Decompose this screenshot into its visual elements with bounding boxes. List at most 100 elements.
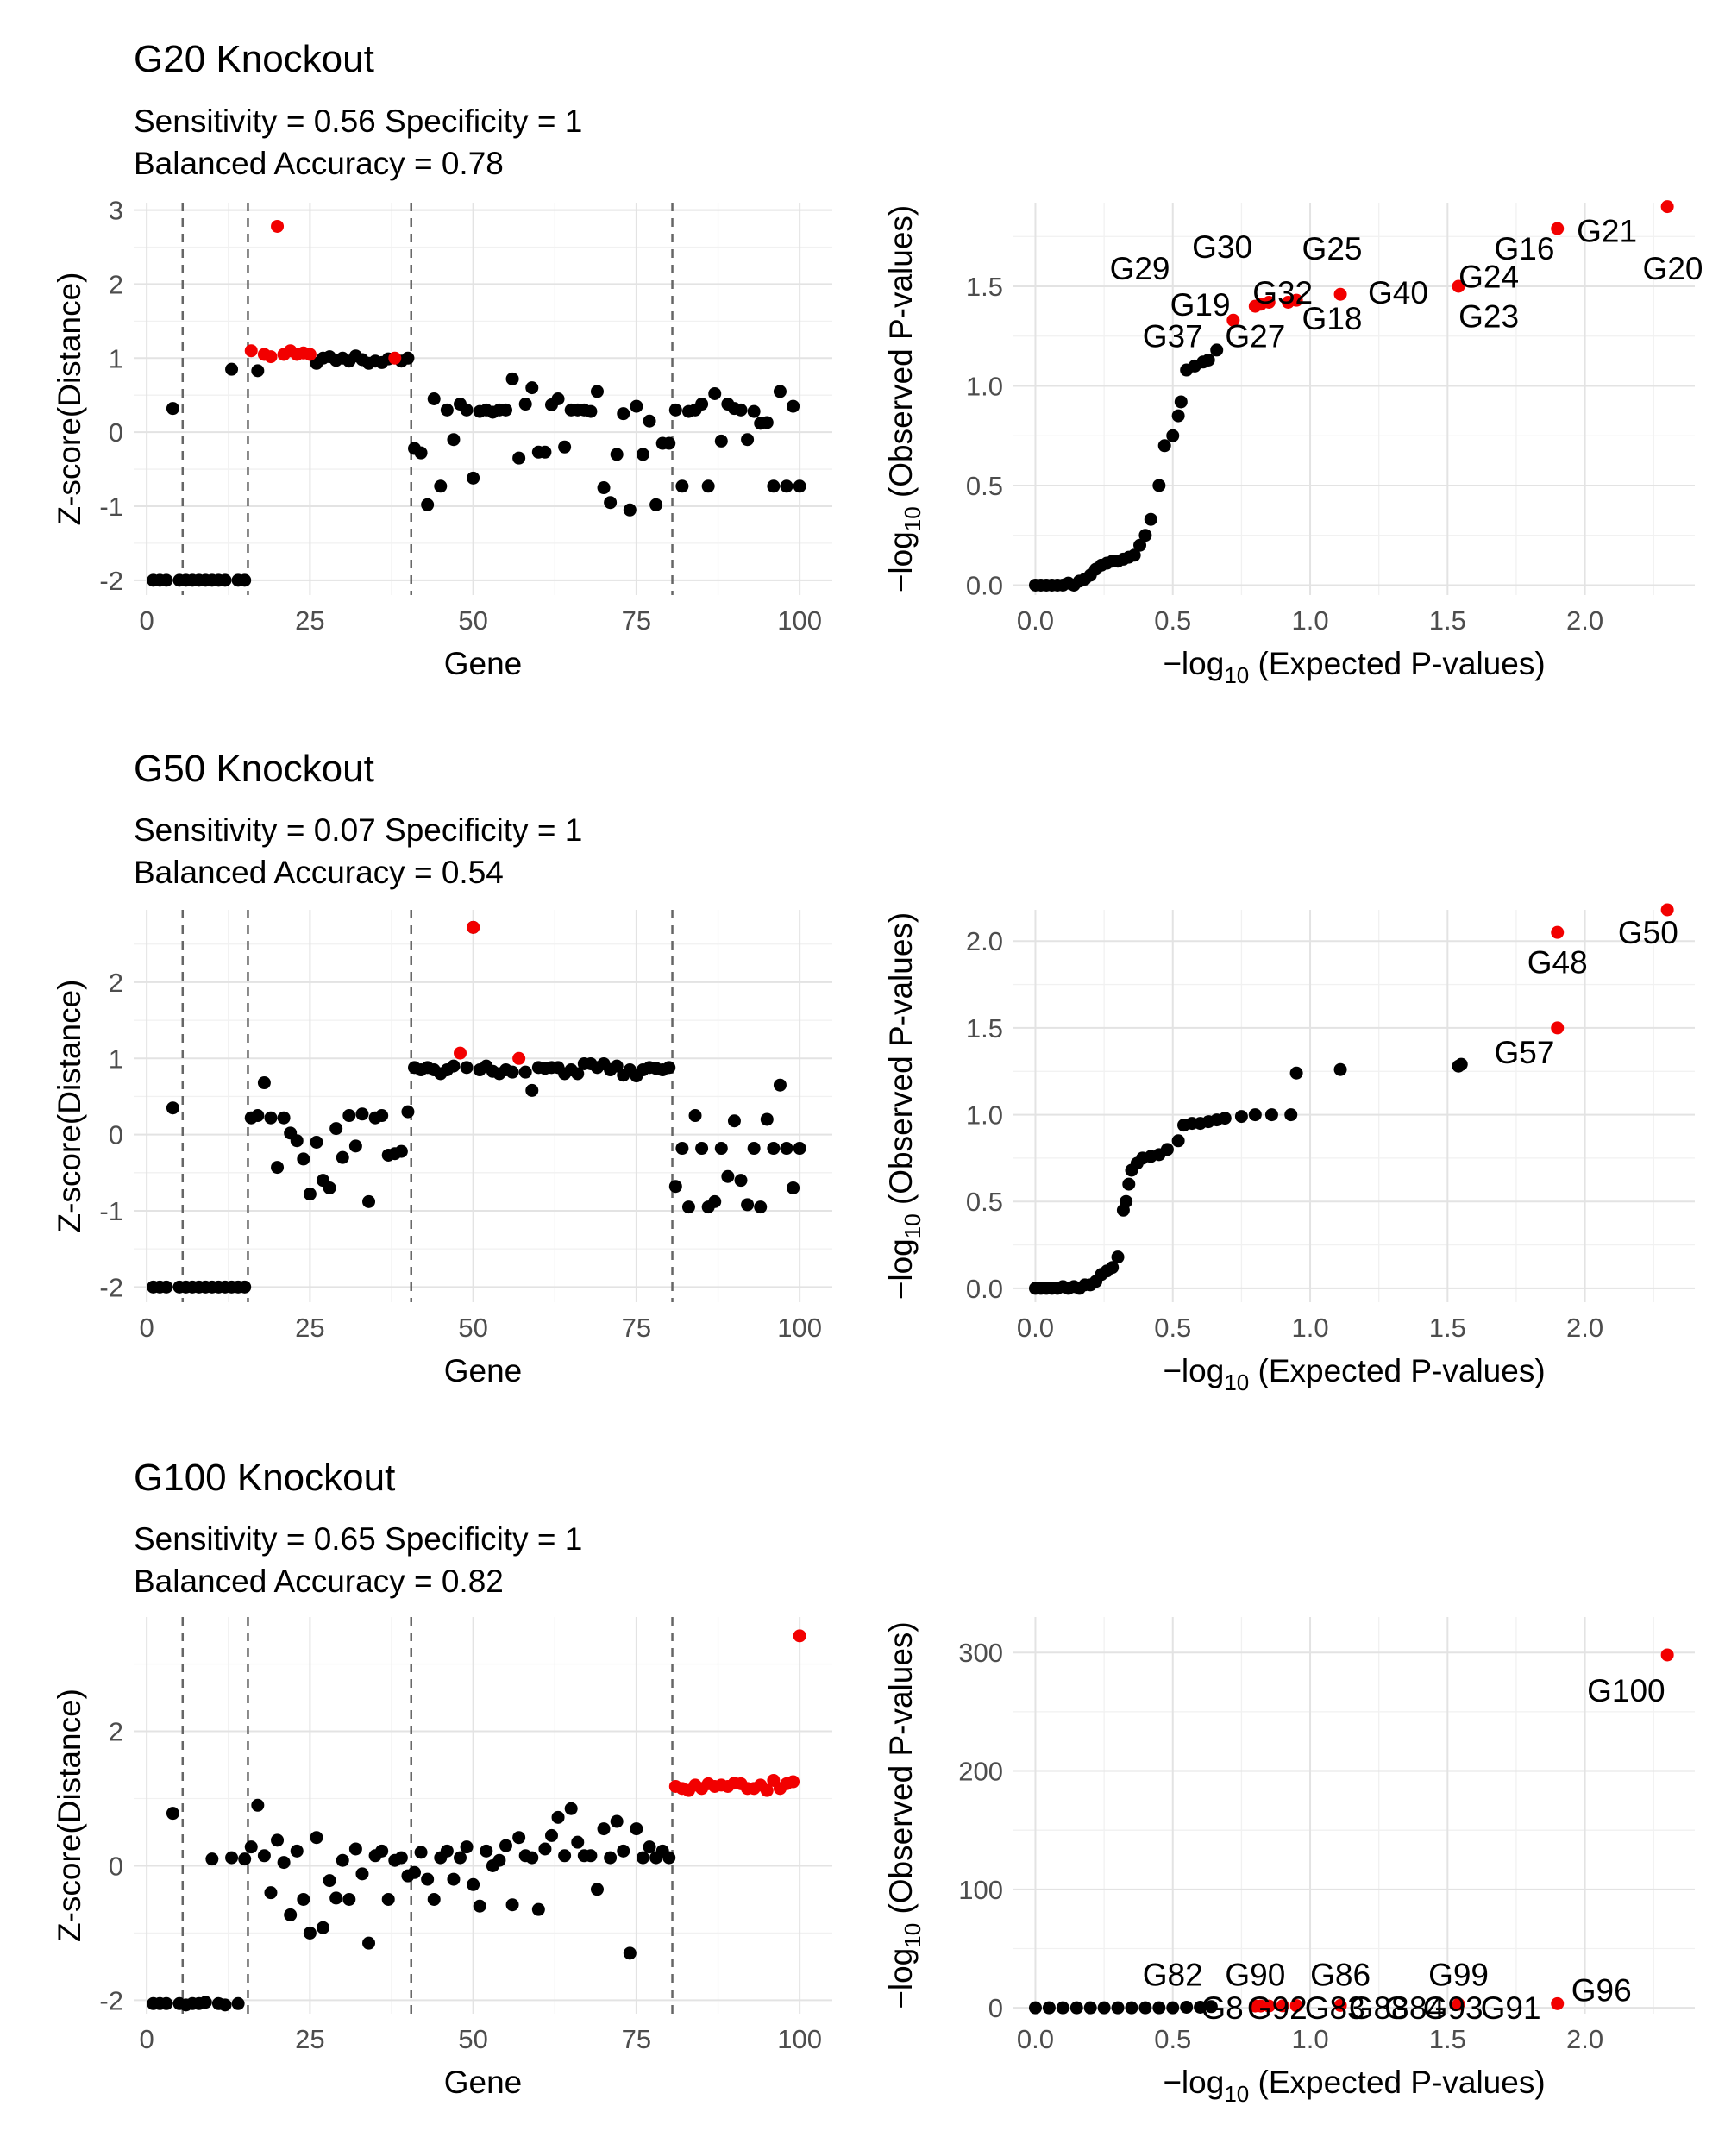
y-tick-label: -1 — [99, 1196, 123, 1226]
hit-point — [244, 344, 258, 358]
data-point — [787, 399, 800, 413]
hit-point — [388, 351, 402, 365]
axis-title-log-base: 10 — [1224, 2081, 1249, 2107]
x-tick-label: 25 — [295, 605, 324, 636]
x-tick-label: 100 — [777, 1313, 822, 1343]
data-point — [290, 1134, 304, 1148]
data-point — [1120, 1194, 1133, 1208]
point-label: G30 — [1192, 229, 1252, 265]
data-point — [244, 1840, 258, 1854]
x-tick-label: 0 — [140, 2024, 154, 2054]
data-point — [1284, 1108, 1298, 1122]
hit-point — [1660, 200, 1674, 214]
data-point — [421, 498, 435, 511]
data-point — [447, 433, 461, 447]
data-point — [238, 1852, 252, 1866]
y-tick-label: 1 — [109, 1044, 123, 1074]
data-point — [597, 1822, 611, 1836]
data-point — [1454, 1057, 1468, 1071]
data-point — [630, 399, 643, 413]
panel-1-subtitle-accuracy: Balanced Accuracy = 0.78 — [134, 146, 504, 181]
x-tick-label: 1.0 — [1291, 2024, 1328, 2054]
data-point — [414, 1846, 428, 1859]
data-point — [310, 1135, 323, 1149]
hit-point — [1452, 279, 1465, 293]
data-point — [695, 398, 709, 411]
data-point — [610, 1814, 624, 1828]
data-point — [1289, 1066, 1303, 1080]
x-tick-label: 2.0 — [1566, 1313, 1603, 1343]
data-point — [427, 1892, 441, 1906]
y-tick-label: 1 — [109, 343, 123, 373]
panel-2-subtitle-metrics: Sensitivity = 0.07 Specificity = 1 — [134, 812, 582, 848]
data-point — [1171, 1134, 1185, 1148]
data-point — [166, 1807, 179, 1821]
hit-point — [303, 348, 317, 361]
y-tick-label: 0 — [988, 1993, 1003, 2023]
data-point — [225, 362, 239, 376]
data-point — [551, 392, 565, 405]
data-point — [440, 1844, 454, 1858]
y-tick-label: 0.5 — [966, 471, 1003, 501]
data-point — [303, 1188, 317, 1201]
data-point — [342, 1892, 356, 1906]
data-point — [460, 403, 474, 417]
data-point — [303, 1926, 317, 1940]
data-point — [394, 1144, 408, 1158]
hit-point — [512, 1051, 526, 1065]
y-tick-label: 1.5 — [966, 272, 1003, 302]
data-point — [160, 1996, 173, 2010]
data-point — [362, 1936, 376, 1950]
axis-title-log-base: 10 — [900, 1213, 925, 1238]
data-point — [610, 448, 624, 461]
hit-point — [1660, 1648, 1674, 1662]
data-point — [662, 1851, 676, 1865]
data-point — [1144, 512, 1157, 526]
data-point — [257, 1849, 271, 1863]
data-point — [225, 1851, 239, 1865]
x-axis-title: −log10 (Expected P-values) — [1163, 2065, 1545, 2107]
x-tick-label: 1.0 — [1291, 605, 1328, 636]
data-point — [434, 479, 448, 493]
data-point — [342, 1109, 356, 1123]
data-point — [362, 1194, 376, 1208]
data-point — [480, 1844, 493, 1858]
data-point — [447, 1059, 461, 1073]
data-point — [551, 1810, 565, 1824]
data-point — [518, 1065, 532, 1079]
data-point — [264, 1886, 278, 1900]
data-point — [734, 1174, 748, 1188]
x-tick-label: 0 — [140, 605, 154, 636]
y-tick-label: 2 — [109, 1717, 123, 1747]
point-label: G86 — [1310, 1958, 1371, 1993]
data-point — [198, 1996, 212, 2009]
panel-3-subtitle-accuracy: Balanced Accuracy = 0.82 — [134, 1564, 504, 1599]
hit-point — [271, 219, 285, 233]
data-point — [323, 1874, 336, 1888]
data-point — [375, 1109, 389, 1123]
y-tick-label: 0 — [109, 1851, 123, 1881]
panel-3-subtitle-metrics: Sensitivity = 0.65 Specificity = 1 — [134, 1521, 582, 1557]
data-point — [1166, 2001, 1180, 2015]
data-point — [284, 1908, 298, 1921]
data-point — [401, 1105, 415, 1119]
data-point — [662, 436, 676, 450]
data-point — [741, 433, 755, 447]
data-point — [277, 1111, 291, 1125]
data-point — [754, 1200, 768, 1214]
point-label: G84 — [1384, 1990, 1445, 2026]
data-point — [257, 1076, 271, 1090]
data-point — [512, 1831, 526, 1845]
y-tick-label: -1 — [99, 492, 123, 522]
data-point — [525, 1083, 539, 1097]
data-point — [617, 1844, 630, 1858]
axis-title-log: −log — [1163, 2065, 1224, 2100]
point-label: G93 — [1423, 1990, 1484, 2026]
axis-title-log-base: 10 — [900, 506, 925, 531]
data-point — [780, 1142, 794, 1156]
panel-2-title: G50 Knockout — [134, 748, 374, 790]
data-point — [323, 1181, 336, 1194]
data-point — [675, 1142, 689, 1156]
x-tick-label: 50 — [458, 1313, 487, 1343]
